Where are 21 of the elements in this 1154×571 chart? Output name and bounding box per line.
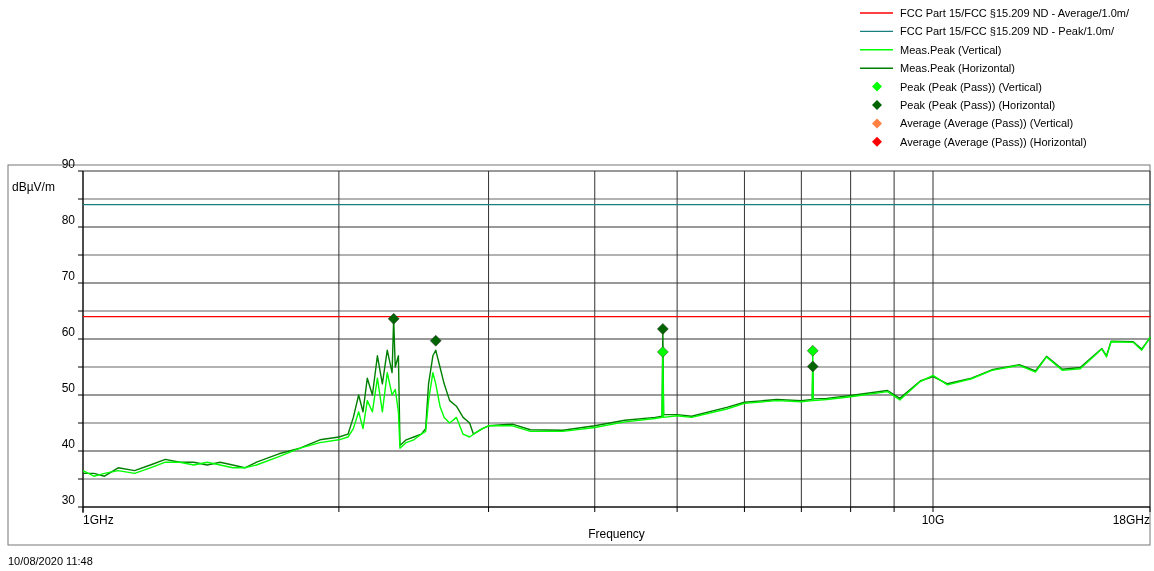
legend-label: FCC Part 15/FCC §15.209 ND - Average/1.0m/ [900,7,1130,19]
legend-label: FCC Part 15/FCC §15.209 ND - Peak/1.0m/ [900,25,1115,38]
y-axis-title: dBµV/m [12,180,55,194]
x-tick-label: 10G [921,513,945,527]
y-tick-label: 30 [61,493,76,507]
x-tick-label: 1GHz [83,513,114,527]
y-tick-label: 40 [61,437,76,451]
y-tick-label: 70 [61,269,76,283]
legend-label: Peak (Peak (Pass)) (Vertical) [900,80,1042,93]
y-tick-label: 80 [61,213,76,227]
y-tick-label: 60 [61,325,76,339]
x-axis-title: Frequency [588,527,645,541]
legend-label: Meas.Peak (Horizontal) [900,62,1015,75]
y-tick-label: 50 [61,381,76,395]
legend-label: Average (Average (Pass)) (Vertical) [900,117,1074,130]
x-tick-label: 18GHz [1112,513,1150,527]
text: 10/08/2020 11:48 [8,555,93,567]
legend-label: Average (Average (Pass)) (Horizontal) [900,135,1087,148]
legend-label: Meas.Peak (Vertical) [900,43,1002,56]
legend-label: Peak (Peak (Pass)) (Horizontal) [900,99,1056,111]
y-tick-label: 90 [61,157,76,171]
